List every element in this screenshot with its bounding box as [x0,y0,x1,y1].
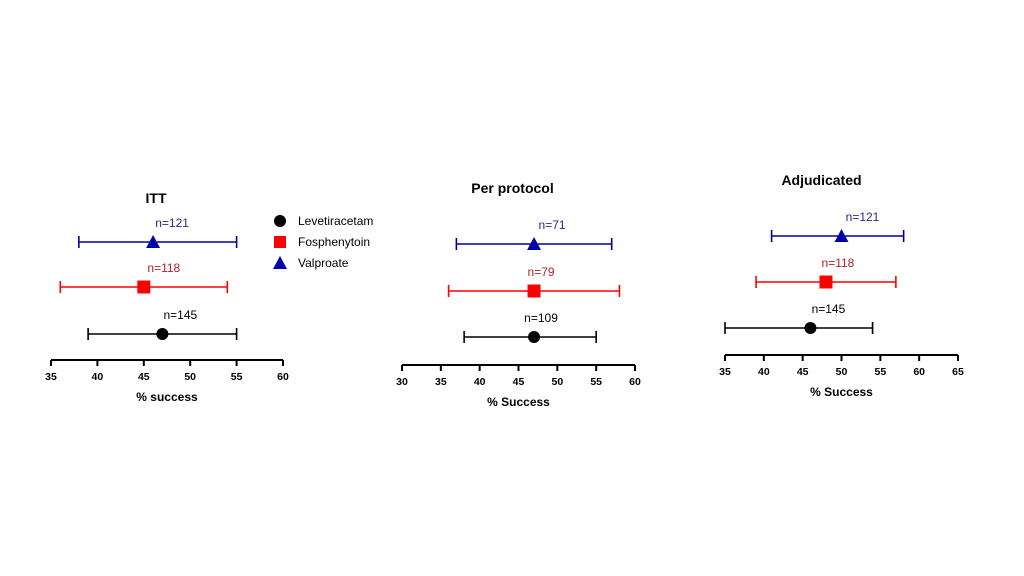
x-tick-label: 30 [396,376,408,388]
n-label: n=121 [155,216,189,230]
point-estimate-triangle [146,235,161,248]
n-label: n=121 [846,210,880,224]
legend-square-marker [274,236,286,248]
x-tick-label: 40 [758,366,770,378]
legend-triangle-marker [273,256,287,269]
panel-itt: ITT 35 40 45 50 55 60 % success n=121 n=118 n=145 [45,190,289,404]
series-valproate: n=121 [78,216,238,248]
legend-label: Levetiracetam [298,214,373,228]
point-estimate-triangle [527,237,542,250]
n-label: n=109 [524,311,558,325]
legend: Levetiracetam Fosphenytoin Valproate [273,214,373,270]
x-tick-label: 50 [836,366,848,378]
x-tick-label: 60 [629,376,641,388]
point-estimate-square [137,280,151,294]
point-estimate-circle [156,328,169,340]
x-tick-label: 65 [952,366,964,378]
n-label: n=118 [822,256,855,270]
legend-label: Valproate [298,256,349,270]
series-valproate: n=71 [455,218,613,250]
x-tick-label: 45 [513,376,525,388]
panel-title: Per protocol [471,180,553,196]
series-levetiracetam: n=109 [463,311,597,343]
n-label: n=145 [164,308,198,322]
x-tick-label: 40 [92,371,104,383]
panel-title: ITT [146,190,167,206]
series-valproate: n=121 [770,210,905,242]
series-fosphenytoin: n=118 [59,261,229,294]
x-tick-label: 35 [719,366,731,378]
legend-circle-marker [274,215,286,227]
legend-item-levetiracetam: Levetiracetam [274,214,373,228]
x-tick-label: 40 [474,376,486,388]
legend-item-fosphenytoin: Fosphenytoin [274,235,370,249]
legend-label: Fosphenytoin [298,235,370,249]
x-tick-label: 35 [435,376,447,388]
n-label: n=71 [539,218,566,232]
n-label: n=118 [147,261,180,275]
x-tick-label: 60 [913,366,925,378]
x-axis-label: % success [136,390,198,404]
x-tick-label: 55 [590,376,602,388]
n-label: n=79 [528,265,555,279]
x-tick-label: 50 [184,371,196,383]
x-tick-label: 55 [231,371,243,383]
series-fosphenytoin: n=118 [755,256,897,289]
panel-adjudicated: Adjudicated 35 40 45 50 55 60 65 % Success n=121 n… [719,172,964,399]
panel-title: Adjudicated [781,172,861,188]
x-tick-label: 50 [551,376,563,388]
x-tick-label: 55 [874,366,886,378]
n-label: n=145 [812,302,846,316]
panel-per-protocol: Per protocol 30 35 40 45 50 55 60 % Success n=71 n… [396,180,641,409]
x-tick-label: 45 [797,366,809,378]
point-estimate-circle [804,322,817,334]
x-axis-label: % Success [810,385,873,399]
x-tick-label: 60 [277,371,289,383]
series-levetiracetam: n=145 [724,302,874,334]
point-estimate-triangle [834,229,849,242]
series-levetiracetam: n=145 [87,308,238,340]
series-fosphenytoin: n=79 [447,265,621,298]
point-estimate-square [527,284,541,298]
point-estimate-circle [528,331,541,343]
x-tick-label: 45 [138,371,150,383]
x-tick-label: 35 [45,371,57,383]
legend-item-valproate: Valproate [273,256,349,270]
point-estimate-square [819,275,833,289]
x-axis-label: % Success [487,395,550,409]
